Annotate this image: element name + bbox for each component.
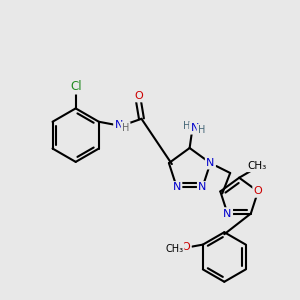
Text: N: N (172, 182, 181, 192)
Text: N: N (190, 123, 199, 133)
Text: H: H (183, 121, 190, 131)
Text: N: N (206, 158, 214, 168)
Text: CH₃: CH₃ (165, 244, 183, 254)
Text: N: N (223, 208, 232, 219)
Text: O: O (254, 186, 262, 197)
Text: H: H (122, 123, 129, 133)
Text: O: O (182, 242, 190, 252)
Text: Cl: Cl (70, 80, 82, 93)
Text: O: O (134, 91, 143, 101)
Text: CH₃: CH₃ (248, 161, 267, 171)
Text: H: H (198, 125, 205, 135)
Text: N: N (115, 120, 123, 130)
Text: N: N (198, 182, 207, 192)
